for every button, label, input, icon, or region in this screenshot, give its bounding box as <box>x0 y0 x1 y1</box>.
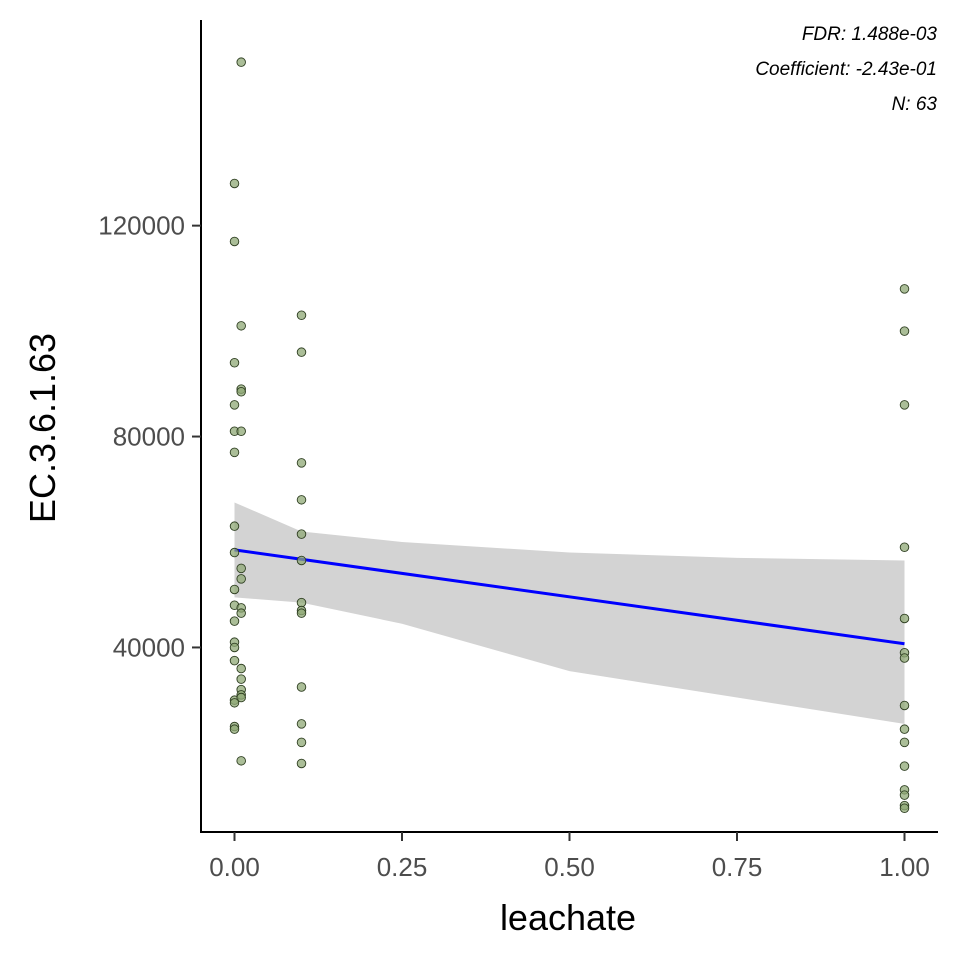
fit-line-layer <box>234 548 905 646</box>
data-point <box>296 529 307 539</box>
data-point <box>899 761 910 771</box>
annotation-coefficient: Coefficient: -2.43e-01 <box>755 59 937 80</box>
confidence-band <box>234 502 905 724</box>
y-tick-label: 120000 <box>98 211 185 241</box>
x-tick-label: 0.25 <box>377 852 428 882</box>
data-point <box>229 178 240 189</box>
data-point <box>236 574 246 584</box>
data-point <box>296 458 307 468</box>
data-point <box>229 642 240 653</box>
data-point <box>229 616 240 626</box>
x-axis-title: leachate <box>500 897 636 938</box>
annotation-fdr: FDR: 1.488e-03 <box>802 24 938 45</box>
data-point <box>229 698 240 708</box>
data-point <box>296 682 307 692</box>
data-point <box>236 756 246 766</box>
data-point <box>236 426 246 437</box>
annotation-n: N: 63 <box>892 94 938 115</box>
data-point <box>899 724 910 734</box>
data-point <box>236 608 246 618</box>
data-point <box>229 400 240 410</box>
data-point <box>229 447 240 458</box>
confidence-band-layer <box>234 502 905 724</box>
x-tick-label: 0.00 <box>209 852 260 882</box>
data-point <box>236 57 246 67</box>
axes-layer: 0.00 0.25 0.50 0.75 1.00 40000 80000 120000 <box>98 20 938 882</box>
x-tick-label: 1.00 <box>879 852 930 882</box>
data-point <box>229 236 240 247</box>
data-point <box>899 326 910 336</box>
data-point <box>899 400 910 410</box>
data-point <box>296 347 307 357</box>
y-tick-label: 80000 <box>113 422 185 452</box>
data-point <box>296 758 307 769</box>
data-point <box>236 674 246 684</box>
x-tick-label: 0.50 <box>544 852 595 882</box>
data-point <box>899 700 910 711</box>
data-point <box>899 542 910 553</box>
data-point <box>899 737 910 748</box>
data-point <box>899 803 910 814</box>
data-point <box>296 597 307 608</box>
data-point <box>899 613 910 624</box>
data-point <box>296 737 307 748</box>
data-point <box>296 608 307 618</box>
data-point <box>229 357 240 368</box>
data-point <box>229 521 240 531</box>
data-point <box>236 563 246 574</box>
data-point <box>236 692 246 703</box>
data-point <box>229 547 240 558</box>
data-point <box>296 495 307 505</box>
x-tick-label: 0.75 <box>712 852 763 882</box>
data-point <box>296 719 307 729</box>
data-point <box>899 790 910 800</box>
data-point <box>899 653 910 663</box>
data-point <box>296 555 307 566</box>
data-point <box>236 663 246 674</box>
data-point <box>229 724 240 734</box>
data-point <box>899 284 910 294</box>
data-point <box>236 321 246 331</box>
data-point <box>229 584 240 595</box>
y-axis-title: EC.3.6.1.63 <box>22 333 63 523</box>
data-point <box>236 386 246 397</box>
data-point <box>229 655 240 666</box>
regression-line <box>234 548 905 646</box>
points-layer <box>229 57 910 814</box>
data-point <box>296 310 307 321</box>
y-tick-label: 40000 <box>113 632 185 662</box>
